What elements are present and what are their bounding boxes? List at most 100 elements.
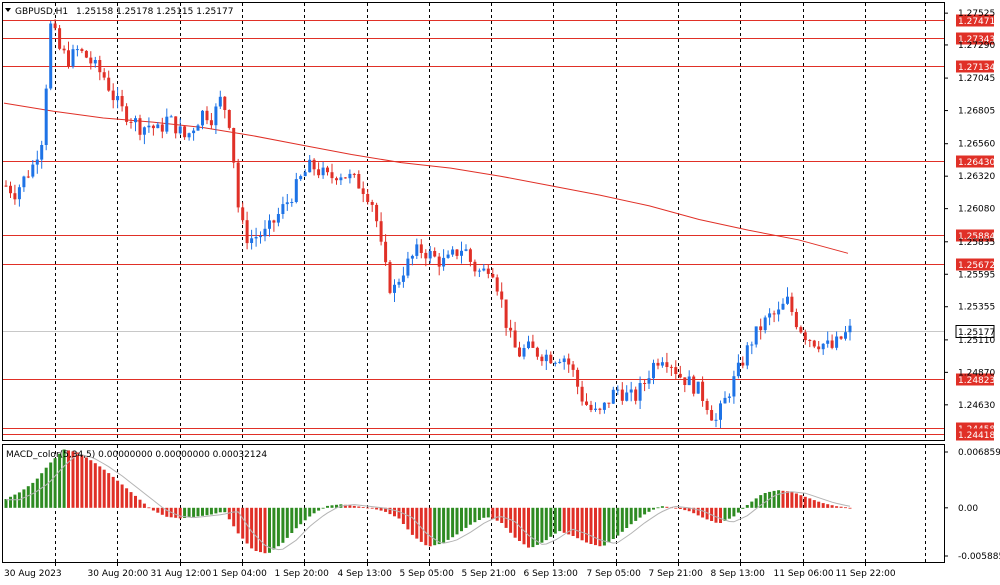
candle-body bbox=[571, 364, 575, 370]
candle-body bbox=[44, 88, 48, 145]
macd-bar bbox=[486, 507, 490, 518]
macd-bar bbox=[53, 458, 57, 508]
candle-body bbox=[660, 362, 664, 366]
level-label: 1.27134 bbox=[958, 63, 995, 73]
candle-body bbox=[540, 356, 544, 362]
macd-histogram bbox=[4, 449, 852, 554]
x-tick-label: 30 Aug 2023 bbox=[4, 569, 62, 579]
candle-body bbox=[848, 325, 852, 333]
candle-body bbox=[125, 106, 129, 122]
candle-body bbox=[343, 177, 347, 179]
candle-body bbox=[62, 48, 66, 51]
macd-bar bbox=[455, 507, 459, 535]
candle-body bbox=[482, 268, 486, 271]
candle-body bbox=[326, 167, 329, 173]
macd-bar bbox=[98, 466, 102, 508]
macd-bar bbox=[821, 503, 825, 508]
price-panel-frame bbox=[2, 2, 945, 441]
candle-body bbox=[321, 167, 325, 176]
macd-bar bbox=[442, 507, 446, 543]
candle-body bbox=[290, 202, 294, 203]
macd-bar bbox=[250, 507, 254, 549]
macd-bar bbox=[513, 507, 517, 538]
macd-bar bbox=[678, 507, 682, 509]
y-tick-label: 1.26805 bbox=[958, 107, 995, 117]
candle-body bbox=[384, 241, 388, 263]
macd-bar bbox=[562, 507, 566, 533]
candle-body bbox=[169, 116, 173, 118]
macd-bar bbox=[410, 507, 414, 535]
macd-bar bbox=[375, 507, 379, 510]
x-tick-label: 30 Aug 20:00 bbox=[88, 569, 149, 579]
macd-bar bbox=[817, 501, 821, 508]
macd-bar bbox=[89, 460, 93, 508]
candle-body bbox=[330, 172, 334, 179]
x-tick-label: 7 Sep 05:00 bbox=[587, 569, 642, 579]
candle-body bbox=[9, 185, 12, 194]
candle-body bbox=[35, 159, 39, 165]
macd-bar bbox=[674, 507, 678, 509]
level-label-bg bbox=[956, 60, 994, 73]
candle-body bbox=[142, 127, 146, 135]
candle-body bbox=[178, 126, 182, 134]
horizontal-levels[interactable]: 1.27471 1.27343 1.27134 1.26430 1.25884 1.256… bbox=[3, 14, 995, 442]
candle-body bbox=[580, 386, 584, 402]
macd-bar bbox=[736, 507, 740, 513]
candle-body bbox=[495, 277, 499, 292]
candle-body bbox=[58, 28, 62, 49]
macd-bar bbox=[763, 493, 767, 508]
candle-body bbox=[67, 50, 70, 67]
candles bbox=[4, 19, 852, 429]
candle-body bbox=[647, 378, 651, 384]
macd-bar bbox=[535, 507, 539, 545]
macd-bar bbox=[540, 507, 544, 543]
y-tick-label: 1.27525 bbox=[958, 9, 995, 19]
candle-body bbox=[817, 346, 821, 350]
macd-tick-label: 0.0068595 bbox=[958, 448, 1000, 458]
macd-bar bbox=[326, 505, 329, 508]
x-tick-label: 11 Sep 22:00 bbox=[836, 569, 896, 579]
candle-body bbox=[602, 402, 606, 410]
time-axis: 30 Aug 2023 30 Aug 20:00 31 Aug 12:00 1 Sep… bbox=[4, 562, 896, 579]
macd-bar bbox=[183, 507, 187, 518]
candle-body bbox=[652, 362, 655, 379]
macd-label: MACD_color(5,34,5) 0.00000000 0.00000000… bbox=[6, 450, 267, 460]
macd-bar bbox=[794, 493, 798, 508]
level-label: 1.24823 bbox=[958, 376, 995, 386]
candle-body bbox=[844, 332, 847, 339]
macd-bar bbox=[611, 507, 615, 539]
symbol-label[interactable]: GBPUSD,H1 bbox=[15, 7, 68, 17]
candle-body bbox=[357, 174, 361, 189]
candle-body bbox=[415, 244, 419, 256]
macd-bar bbox=[241, 507, 245, 539]
macd-bar bbox=[723, 507, 727, 521]
candle-body bbox=[701, 381, 705, 401]
macd-bar bbox=[40, 473, 44, 508]
candle-body bbox=[276, 214, 280, 223]
macd-bar bbox=[348, 505, 352, 508]
macd-bar bbox=[803, 496, 807, 508]
candle-body bbox=[299, 176, 303, 180]
candle-body bbox=[500, 291, 504, 300]
macd-bar bbox=[352, 505, 356, 508]
macd-bar bbox=[451, 507, 455, 538]
macd-bar bbox=[634, 507, 638, 521]
symbol-dropdown-icon[interactable] bbox=[5, 8, 11, 12]
macd-bar bbox=[464, 507, 468, 528]
macd-bar bbox=[80, 454, 84, 508]
macd-bar bbox=[772, 490, 776, 508]
candle-body bbox=[678, 373, 682, 378]
candle-body bbox=[803, 332, 807, 341]
candle-body bbox=[268, 220, 271, 229]
candle-body bbox=[388, 262, 392, 293]
candle-body bbox=[656, 362, 660, 366]
candle-body bbox=[80, 49, 84, 51]
moving-average bbox=[3, 102, 849, 254]
x-tick-label: 8 Sep 13:00 bbox=[711, 569, 766, 579]
macd-bar bbox=[13, 494, 17, 508]
macd-bar bbox=[777, 490, 781, 508]
candle-body bbox=[736, 362, 740, 377]
candle-body bbox=[714, 419, 718, 421]
x-tick-label: 7 Sep 21:00 bbox=[649, 569, 704, 579]
